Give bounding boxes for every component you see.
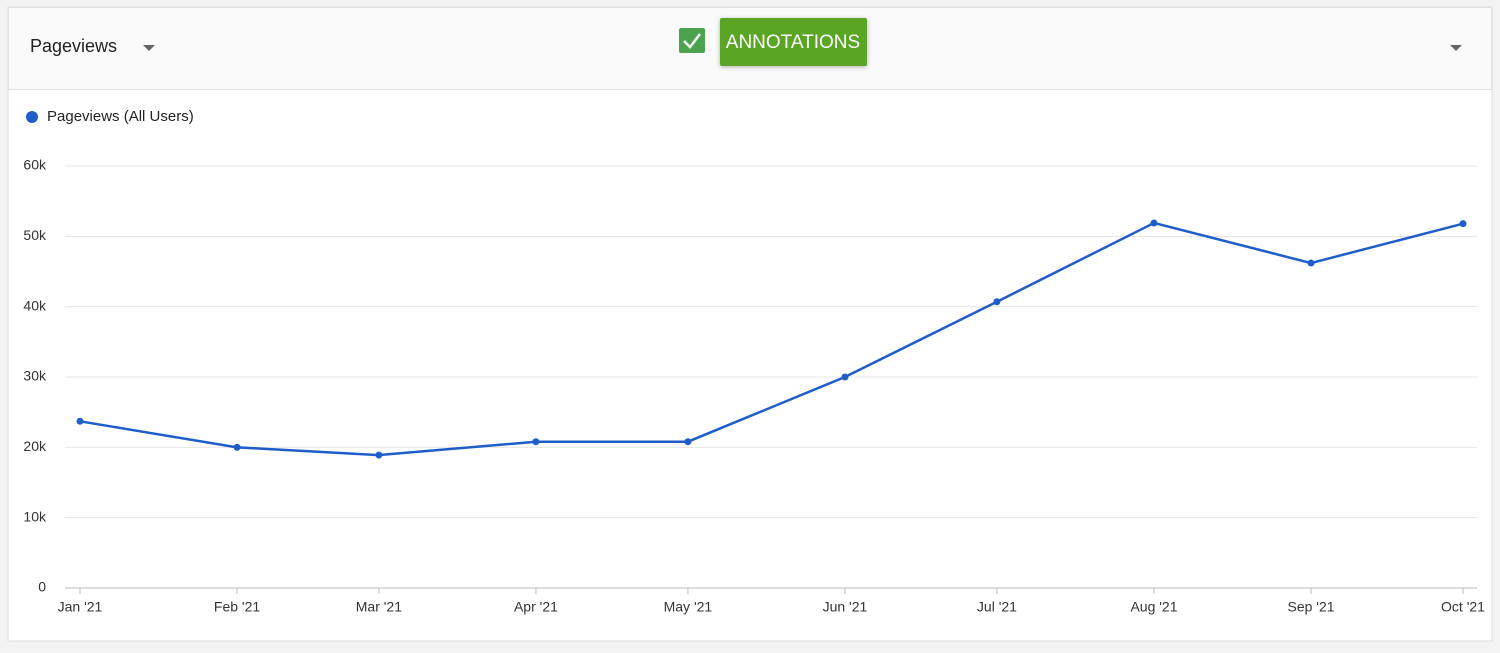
x-tick-label: Apr '21 [514,599,558,615]
dropdown-arrow[interactable] [143,45,155,51]
point [532,438,540,446]
x-tick-label: Jan '21 [58,599,103,615]
x-tick-label: Sep '21 [1287,599,1334,615]
point [1459,220,1467,228]
point [1307,259,1315,267]
y-tick-label: 10k [23,508,47,524]
annotations-button-label: ANNOTATIONS [726,32,860,53]
point [993,298,1001,306]
point [1150,219,1158,227]
metric-selector[interactable]: Pageviews [30,36,117,56]
y-tick-label: 20k [23,438,47,454]
x-tick-label: Aug '21 [1130,599,1177,615]
y-tick-label: 40k [23,297,47,313]
y-tick-label: 0 [38,579,46,595]
checkbox[interactable] [679,28,705,53]
x-tick-label: Oct '21 [1441,599,1485,615]
point [841,373,849,381]
card [7,6,1493,642]
x-tick-label: May '21 [664,599,713,615]
y-tick-label: 30k [23,368,47,384]
point [684,438,692,446]
x-tick-label: Mar '21 [356,599,402,615]
point [76,417,84,425]
x-tick-label: Jun '21 [823,599,868,615]
point [375,451,383,459]
y-tick-label: 60k [23,157,47,173]
point [233,443,241,451]
y-tick-label: 50k [23,227,47,243]
annotations-button[interactable] [720,18,867,66]
x-tick-label: Jul '21 [977,599,1017,615]
checkmark [683,33,701,49]
line [79,221,1464,457]
x-tick-label: Feb '21 [214,599,260,615]
legend-marker [26,111,38,123]
legend-label: Pageviews (All Users) [47,108,194,125]
menu-arrow[interactable] [1450,45,1462,51]
